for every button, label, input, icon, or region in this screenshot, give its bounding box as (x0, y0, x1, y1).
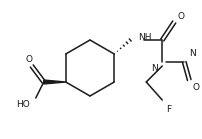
Text: O: O (177, 12, 184, 20)
Text: HO: HO (16, 100, 30, 109)
Text: N: N (189, 49, 196, 58)
Text: NH: NH (138, 33, 152, 43)
Text: O: O (25, 54, 32, 64)
Polygon shape (44, 80, 66, 84)
Text: F: F (166, 105, 171, 114)
Text: N: N (152, 64, 158, 73)
Text: O: O (192, 83, 199, 91)
